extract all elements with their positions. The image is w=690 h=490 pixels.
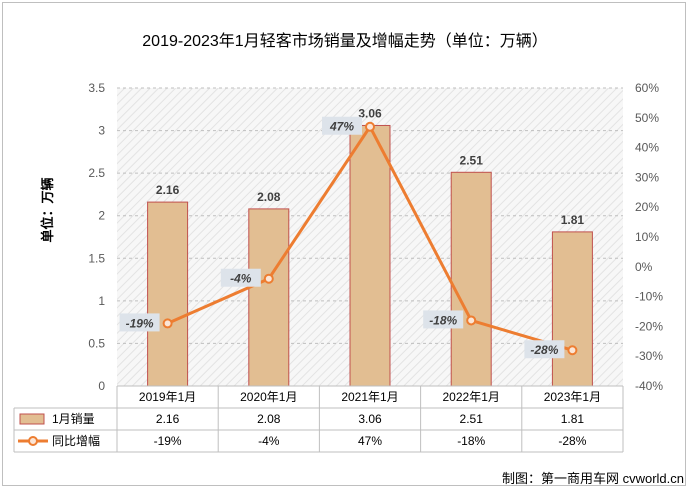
line-data-label: -28% bbox=[530, 343, 558, 357]
table-cell: -19% bbox=[154, 434, 182, 448]
line-data-label: -18% bbox=[429, 313, 457, 327]
y2-tick-label: -40% bbox=[635, 379, 663, 393]
y2-tick-label: 40% bbox=[635, 141, 659, 155]
x-tick-label: 2021年1月 bbox=[341, 390, 398, 404]
bar-data-labels: 2.16 2.08 3.06 2.51 1.81 bbox=[156, 106, 584, 226]
bar bbox=[349, 124, 391, 387]
y2-tick-label: -10% bbox=[635, 290, 663, 304]
table-cell: 2.16 bbox=[156, 412, 180, 426]
y-tick-label: 2 bbox=[98, 209, 105, 223]
table-cell: -18% bbox=[457, 434, 485, 448]
table-cell: -4% bbox=[258, 434, 280, 448]
x-tick-label: 2020年1月 bbox=[240, 390, 297, 404]
y-axis-ticks: 0 0.5 1 1.5 2 2.5 3 3.5 bbox=[88, 81, 105, 393]
legend-bar-swatch bbox=[19, 413, 45, 425]
y2-tick-label: 10% bbox=[635, 230, 659, 244]
y-tick-label: 0 bbox=[98, 379, 105, 393]
legend-label: 1月销量 bbox=[52, 412, 95, 426]
table-cell: -28% bbox=[558, 434, 586, 448]
bar-data-label: 3.06 bbox=[358, 106, 382, 120]
line-label-box bbox=[119, 313, 160, 332]
line-label-box bbox=[322, 116, 362, 135]
bar-series bbox=[147, 124, 593, 387]
legend-line-marker bbox=[28, 436, 38, 446]
x-tick-label: 2019年1月 bbox=[139, 390, 196, 404]
y-tick-label: 3 bbox=[98, 124, 105, 138]
line-point bbox=[466, 315, 477, 326]
line-data-label: -4% bbox=[230, 272, 252, 286]
line-point bbox=[365, 121, 375, 132]
x-tick-label: 2023年1月 bbox=[544, 390, 601, 404]
source-note: 制图：第一商用车网 cvworld.cn bbox=[502, 471, 684, 486]
line-point bbox=[567, 345, 578, 356]
bar bbox=[450, 171, 492, 387]
line-label-box bbox=[423, 310, 464, 329]
bar bbox=[248, 208, 290, 387]
line-series: -19% -4% 47% -18% -28% bbox=[119, 116, 578, 359]
y2-axis-ticks: -40% -30% -20% -10% 0% 10% 20% 30% 40% 50% 60% bbox=[635, 81, 663, 393]
y-tick-label: 2.5 bbox=[88, 166, 105, 180]
y2-tick-label: -20% bbox=[635, 319, 663, 333]
bar bbox=[147, 201, 189, 387]
y-tick-label: 3.5 bbox=[88, 81, 105, 95]
y2-tick-label: 50% bbox=[635, 111, 659, 125]
legend-label: 同比增幅 bbox=[52, 433, 100, 448]
line-point bbox=[162, 318, 173, 329]
bar-data-label: 2.08 bbox=[257, 190, 281, 204]
y2-tick-label: 20% bbox=[635, 200, 659, 214]
y2-tick-label: 0% bbox=[635, 260, 653, 274]
table-cell: 2.08 bbox=[257, 412, 281, 426]
bar-data-label: 2.51 bbox=[460, 153, 484, 167]
y2-tick-label: -30% bbox=[635, 349, 663, 363]
bar-data-label: 2.16 bbox=[156, 183, 180, 197]
line-point bbox=[263, 273, 274, 284]
y-tick-label: 1.5 bbox=[88, 251, 105, 265]
line-data-label: 47% bbox=[329, 120, 354, 134]
y-axis-label: 单位：万辆 bbox=[40, 177, 55, 242]
table-cell: 47% bbox=[358, 434, 382, 448]
table-cell: 3.06 bbox=[358, 412, 382, 426]
line-data-label: -19% bbox=[126, 316, 154, 330]
y-tick-label: 1 bbox=[98, 294, 105, 308]
y2-tick-label: 60% bbox=[635, 81, 659, 95]
bar-data-label: 1.81 bbox=[561, 213, 585, 227]
line-label-box bbox=[220, 268, 261, 287]
data-table: 2019年1月 2020年1月 2021年1月 2022年1月 2023年1月 1月销量同… bbox=[13, 385, 624, 453]
y2-tick-label: 30% bbox=[635, 170, 659, 184]
y-tick-label: 0.5 bbox=[88, 336, 105, 350]
table-cell: 2.51 bbox=[460, 412, 484, 426]
table-cell: 1.81 bbox=[561, 412, 585, 426]
line-label-box bbox=[524, 340, 565, 359]
x-tick-label: 2022年1月 bbox=[443, 390, 500, 404]
bar bbox=[551, 231, 593, 387]
chart-title: 2019-2023年1月轻客市场销量及增幅走势（单位：万辆） bbox=[142, 32, 547, 50]
